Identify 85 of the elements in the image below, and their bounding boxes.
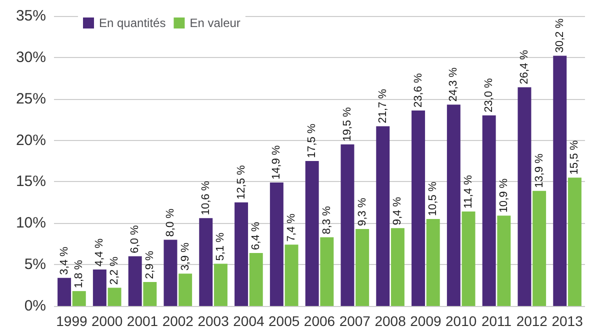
x-tick-label: 2003 <box>198 313 230 329</box>
bar <box>518 87 532 306</box>
bar <box>249 252 263 306</box>
y-tick-label: 30% <box>16 48 46 66</box>
x-tick-label: 2012 <box>516 313 548 329</box>
bar <box>462 212 476 306</box>
data-label: 6,0 % <box>129 224 142 254</box>
bar <box>214 264 228 306</box>
data-label: 3,9 % <box>179 242 192 271</box>
data-label: 26,4 % <box>518 50 530 84</box>
data-label: 5,1 % <box>214 232 227 261</box>
bar <box>72 291 86 306</box>
bar <box>199 218 213 306</box>
y-tick-label: 35% <box>16 8 46 24</box>
bar <box>58 278 72 306</box>
legend-label: En valeur <box>190 16 240 30</box>
data-label: 23,6 % <box>412 72 424 108</box>
bar <box>270 182 284 306</box>
bar <box>390 228 404 306</box>
data-label: 24,3 % <box>448 67 460 102</box>
data-label: 3,4 % <box>58 246 70 275</box>
legend-label: En quantités <box>99 16 166 30</box>
bar <box>482 115 496 306</box>
data-label: 21,7 % <box>376 88 389 124</box>
bar <box>426 219 440 306</box>
data-label: 9,3 % <box>356 198 368 226</box>
x-tick-label: 2006 <box>304 313 336 329</box>
bar <box>234 202 248 306</box>
y-tick-label: 0% <box>24 298 46 314</box>
x-tick-label: 1999 <box>56 313 88 329</box>
data-label: 23,0 % <box>483 78 496 112</box>
bar <box>568 178 582 306</box>
data-label: 2,2 % <box>108 256 121 285</box>
bar <box>92 270 106 306</box>
y-tick-label: 5% <box>24 256 46 274</box>
y-tick-label: 15% <box>16 173 46 190</box>
bar <box>412 110 426 306</box>
bar <box>340 144 354 306</box>
y-tick-label: 10% <box>16 214 46 232</box>
bar <box>532 190 546 306</box>
data-label: 8,0 % <box>164 208 176 237</box>
x-tick-label: 2009 <box>410 313 442 329</box>
bar <box>305 161 319 306</box>
data-label: 10,6 % <box>200 180 212 216</box>
bar <box>497 216 511 306</box>
data-label: 1,8 % <box>73 260 86 288</box>
x-tick-label: 2010 <box>446 313 477 329</box>
data-label: 11,4 % <box>462 174 475 209</box>
bar <box>178 274 192 306</box>
data-label: 15,5 % <box>568 140 581 175</box>
data-label: 14,9 % <box>270 145 283 180</box>
data-label: 30,2 % <box>554 18 566 53</box>
data-label: 12,5 % <box>235 164 248 200</box>
data-label: 4,4 % <box>94 238 106 267</box>
y-tick-label: 25% <box>16 90 46 108</box>
data-label: 19,5 % <box>341 106 354 142</box>
data-label: 2,9 % <box>144 250 156 279</box>
bar <box>446 104 460 306</box>
bar <box>128 256 142 306</box>
bar <box>164 240 178 306</box>
data-label: 9,4 % <box>392 196 404 226</box>
bar <box>284 244 298 306</box>
x-tick-label: 2001 <box>126 313 158 329</box>
data-label: 17,5 % <box>306 124 318 158</box>
x-tick-label: 2005 <box>268 313 300 329</box>
bar <box>143 282 157 306</box>
x-tick-label: 2007 <box>339 313 371 329</box>
bar <box>356 228 370 306</box>
data-label: 13,9 % <box>533 153 546 188</box>
x-tick-label: 2013 <box>552 313 584 329</box>
x-tick-label: 2004 <box>233 313 264 329</box>
x-tick-label: 2000 <box>92 313 123 329</box>
data-label: 10,9 % <box>498 178 510 213</box>
bar <box>108 288 122 306</box>
x-tick-label: 2008 <box>374 313 406 329</box>
y-tick-label: 20% <box>16 132 46 149</box>
x-tick-label: 2011 <box>481 313 512 329</box>
data-label: 6,4 % <box>250 222 262 250</box>
bar <box>320 237 334 306</box>
data-label: 7,4 % <box>286 213 298 242</box>
bar <box>553 56 567 306</box>
data-label: 8,3 % <box>320 206 333 234</box>
bar <box>376 126 390 306</box>
data-label: 10,5 % <box>427 182 440 216</box>
x-tick-label: 2002 <box>162 313 194 329</box>
